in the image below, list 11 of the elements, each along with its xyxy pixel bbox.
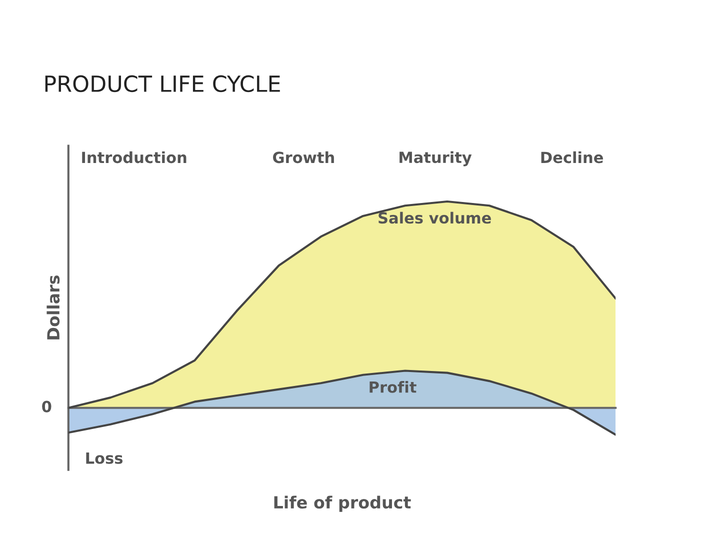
y-axis-title: Dollars <box>46 276 60 340</box>
text: Introduction <box>82 151 186 164</box>
text: Growth <box>273 151 334 164</box>
series-label: Sales volume <box>378 212 491 224</box>
text: Decline <box>541 151 603 164</box>
text: Loss <box>86 452 123 464</box>
text: 0 <box>42 400 52 412</box>
text: Maturity <box>400 151 472 166</box>
series-label: Profit <box>370 381 416 393</box>
chart-title: PRODUCT LIFE CYCLE <box>45 75 280 92</box>
x-axis-title: Life of product <box>274 496 411 512</box>
